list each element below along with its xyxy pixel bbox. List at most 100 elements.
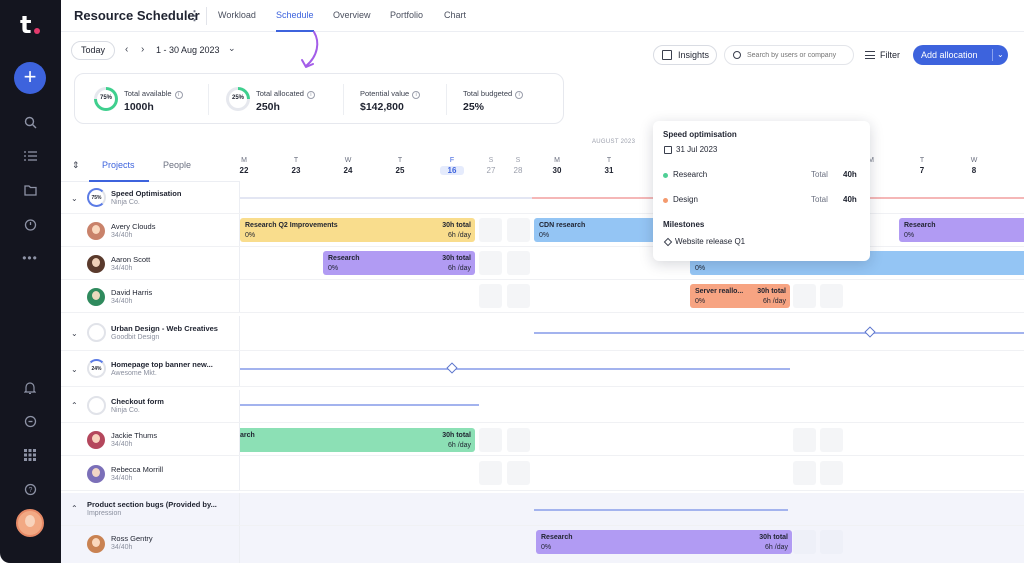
project-row[interactable]: ⌃ Checkout form Ninja Co.: [61, 390, 1024, 423]
today-button[interactable]: Today: [71, 41, 115, 60]
insights-button[interactable]: Insights: [653, 45, 717, 65]
total-budgeted-label: Total budgeted: [463, 89, 513, 98]
popover-item-total-label: Total: [811, 170, 828, 179]
tasks-icon[interactable]: [21, 147, 39, 165]
total-budgeted-value: 25%: [463, 101, 485, 113]
day-header: W 24: [343, 157, 353, 175]
folder-icon[interactable]: [21, 181, 39, 199]
popover-date: 31 Jul 2023: [676, 145, 718, 154]
project-row[interactable]: ⌄ Urban Design - Web Creatives Goodbit D…: [61, 316, 1024, 351]
allocation-bar[interactable]: Research Q2 Improvements 0% 30h total 6h…: [240, 218, 475, 242]
timer-icon[interactable]: [21, 215, 39, 233]
total-available-label: Total available: [124, 89, 172, 98]
allocation-bar[interactable]: Research 0% 30h total 6h /day: [323, 251, 475, 275]
weekend-cell: [507, 284, 530, 308]
allocation-daily: 6h /day: [765, 544, 788, 551]
allocation-bar[interactable]: CDN research 0%: [534, 218, 664, 242]
allocation-bar[interactable]: arch 30h total 6h /day: [240, 428, 475, 452]
bell-icon[interactable]: [21, 378, 39, 396]
potential-value-label: Potential value: [360, 89, 410, 98]
divider: [446, 84, 447, 115]
allocation-total: 30h total: [759, 534, 788, 541]
allocation-bar[interactable]: Research 0%: [899, 218, 1024, 242]
create-button[interactable]: +: [14, 62, 46, 94]
progress-ring: [87, 323, 106, 342]
tab-portfolio[interactable]: Portfolio: [390, 10, 424, 20]
summary-label: Potential value i: [360, 89, 421, 99]
user-avatar[interactable]: [16, 509, 44, 537]
more-icon[interactable]: •••: [22, 251, 38, 265]
person-capacity: 34/40h: [111, 475, 133, 482]
add-allocation-button[interactable]: Add allocation ⌄: [913, 45, 1008, 65]
collapse-all-icon[interactable]: ⇕: [72, 160, 80, 170]
tab-workload[interactable]: Workload: [218, 10, 256, 20]
project-name: Homepage top banner new...: [111, 360, 213, 369]
info-icon[interactable]: i: [515, 91, 524, 99]
person-name: Aaron Scott: [111, 255, 151, 264]
info-icon[interactable]: i: [174, 91, 183, 99]
tab-people[interactable]: People: [163, 160, 192, 170]
summary-label: Total allocated i: [256, 89, 315, 99]
weekend-cell: [820, 461, 843, 485]
filter-button[interactable]: Filter: [862, 45, 908, 65]
filter-icon: [865, 51, 875, 59]
weekend-cell: [793, 428, 816, 452]
bar-chart-icon: [662, 50, 672, 60]
allocation-daily: 6h /day: [448, 265, 471, 272]
search-input[interactable]: [747, 49, 851, 62]
day-header-weekend: S 27: [486, 157, 496, 175]
chevron-down-icon[interactable]: ⌄: [71, 365, 78, 374]
project-row[interactable]: ⌄ 75% Speed Optimisation Ninja Co.: [61, 182, 1024, 214]
allocation-title: Research: [904, 222, 936, 229]
divider: [992, 49, 993, 61]
search-icon[interactable]: [21, 113, 39, 131]
total-allocated-label: Total allocated: [256, 89, 304, 98]
person-row: Rebecca Morrill 34/40h: [61, 456, 1024, 491]
chevron-down-icon[interactable]: ⌄: [997, 50, 1004, 59]
tab-schedule[interactable]: Schedule: [276, 10, 314, 20]
tab-chart[interactable]: Chart: [444, 10, 467, 20]
allocation-title: Research: [328, 255, 360, 262]
prev-arrow-icon[interactable]: ‹: [125, 44, 129, 55]
weekend-cell: [507, 428, 530, 452]
person-capacity: 34/40h: [111, 441, 133, 448]
info-icon[interactable]: i: [412, 91, 421, 99]
month-label: AUGUST 2023: [592, 139, 636, 145]
person-name: David Harris: [111, 288, 153, 297]
popover-title: Speed optimisation: [663, 130, 737, 139]
total-allocated-value: 250h: [256, 101, 280, 113]
tab-overview[interactable]: Overview: [333, 10, 371, 20]
project-row[interactable]: ⌄ 24% Homepage top banner new... Awesome…: [61, 351, 1024, 387]
chevron-down-icon[interactable]: ⌄: [71, 329, 78, 338]
next-arrow-icon[interactable]: ›: [141, 44, 145, 55]
allocation-title: CDN research: [539, 222, 586, 229]
milestone-item[interactable]: Website release Q1: [675, 237, 746, 246]
allocation-title: Server reallo...: [695, 288, 744, 295]
progress-ring: [87, 396, 106, 415]
info-icon[interactable]: i: [306, 91, 315, 99]
chevron-down-icon[interactable]: ⌄: [228, 43, 236, 53]
weekend-cell: [507, 251, 530, 275]
chevron-down-icon[interactable]: ⌄: [71, 194, 78, 203]
weekend-cell: [793, 284, 816, 308]
project-client: Ninja Co.: [111, 407, 140, 414]
allocation-bar[interactable]: Server reallo... 0% 30h total 6h /day: [690, 284, 790, 308]
chat-icon[interactable]: [21, 412, 39, 430]
search-icon: [733, 51, 741, 59]
avatar: [87, 222, 105, 240]
project-client: Impression: [87, 510, 122, 517]
row-label-cell: Rebecca Morrill 34/40h: [61, 456, 240, 490]
allocation-total: 30h total: [442, 432, 471, 439]
date-range[interactable]: 1 - 30 Aug 2023: [156, 45, 220, 55]
apps-grid-icon[interactable]: [21, 446, 39, 464]
allocation-bar[interactable]: Research 0% 30h total 6h /day: [536, 530, 792, 554]
person-row: Jackie Thums 34/40h: [61, 423, 1024, 456]
weekend-cell: [479, 461, 502, 485]
chevron-up-icon[interactable]: ⌃: [71, 504, 78, 513]
tab-projects[interactable]: Projects: [102, 160, 135, 170]
chevron-up-icon[interactable]: ⌃: [71, 401, 78, 410]
search-box[interactable]: [724, 45, 854, 65]
title-menu-icon[interactable]: ⋮: [188, 8, 201, 23]
help-icon[interactable]: ?: [21, 480, 39, 498]
